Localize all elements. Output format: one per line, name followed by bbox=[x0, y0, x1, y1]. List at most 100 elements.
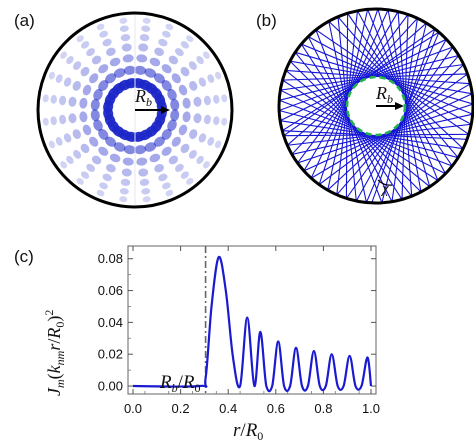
mode-lobe bbox=[142, 196, 151, 203]
mode-lobe bbox=[138, 168, 149, 177]
mode-lobe bbox=[122, 157, 134, 166]
mode-lobe bbox=[86, 163, 95, 172]
mode-lobe bbox=[203, 95, 211, 106]
mode-lobe bbox=[89, 136, 99, 147]
mode-lobe bbox=[42, 117, 49, 126]
mode-lobe bbox=[59, 95, 67, 106]
mode-lobe bbox=[175, 163, 184, 172]
mode-lobe bbox=[96, 23, 105, 31]
mode-lobe bbox=[119, 196, 128, 203]
billiard-boundary-a bbox=[36, 11, 234, 209]
mode-lobe bbox=[171, 73, 181, 84]
mode-lobe bbox=[120, 178, 131, 186]
mode-lobe bbox=[109, 153, 121, 163]
mode-lobe bbox=[180, 143, 190, 154]
mode-lobe bbox=[136, 157, 148, 166]
mode-lobe bbox=[193, 96, 202, 107]
mode-lobe bbox=[79, 97, 88, 109]
radius-label-a: Rb bbox=[134, 86, 152, 109]
mode-lobe bbox=[203, 114, 211, 125]
mode-lobe bbox=[198, 133, 207, 143]
mode-lobe bbox=[119, 188, 129, 195]
rb-marker-label: Rb/R0 bbox=[159, 372, 201, 395]
mode-lobe bbox=[73, 61, 82, 70]
mode-lobe bbox=[80, 66, 90, 77]
mode-lobe bbox=[90, 109, 100, 122]
mode-lobe bbox=[98, 146, 109, 156]
mode-lobe bbox=[98, 128, 109, 140]
mode-lobe bbox=[180, 171, 189, 179]
mode-lobe bbox=[119, 17, 128, 24]
mode-lobe bbox=[120, 34, 131, 42]
mode-lobe bbox=[66, 56, 74, 65]
mode-lobe bbox=[162, 30, 171, 38]
mode-lobe bbox=[167, 119, 177, 132]
x-tick-label: 0.2 bbox=[172, 401, 190, 416]
mode-lobe bbox=[161, 80, 172, 92]
axis-ticks bbox=[128, 246, 376, 394]
mode-lobe bbox=[158, 173, 168, 182]
mode-lobe bbox=[48, 71, 56, 80]
x-tick-label: 0.0 bbox=[124, 401, 142, 416]
arrowhead-b-icon bbox=[395, 102, 404, 110]
mode-lobe bbox=[50, 94, 57, 104]
mode-lobe bbox=[198, 77, 207, 87]
mode-lobe bbox=[99, 182, 108, 190]
radius-label-b: Rb bbox=[375, 83, 393, 106]
mode-lobe bbox=[121, 43, 132, 52]
mode-lobe bbox=[207, 74, 215, 83]
x-axis-label: r/R0 bbox=[233, 420, 263, 443]
mode-lobe bbox=[221, 94, 228, 103]
mode-lobe bbox=[161, 64, 172, 74]
mode-lobe bbox=[149, 57, 161, 67]
mode-lobe bbox=[68, 96, 77, 107]
mode-lobe bbox=[214, 140, 222, 149]
mode-lobe bbox=[72, 129, 81, 139]
mode-lobe bbox=[106, 47, 116, 56]
y-tick-label: 0.00 bbox=[98, 379, 123, 394]
mode-lobe bbox=[82, 124, 92, 136]
mode-lobe bbox=[153, 73, 165, 84]
mode-lobe bbox=[134, 65, 147, 75]
mode-lobe bbox=[188, 150, 197, 159]
mode-lobe bbox=[154, 164, 164, 173]
mode-lobe bbox=[42, 94, 49, 103]
panel-a: (a) Rb bbox=[14, 11, 234, 209]
mode-lobe bbox=[93, 88, 103, 101]
mode-lobe bbox=[186, 35, 194, 43]
angle-label: χ bbox=[380, 181, 389, 197]
mode-lobe bbox=[134, 145, 147, 155]
mode-lobe bbox=[72, 81, 81, 91]
mode-lobe bbox=[109, 57, 121, 67]
mode-lobe bbox=[213, 94, 220, 104]
mode-lobe bbox=[113, 68, 126, 78]
mode-lobe bbox=[142, 17, 151, 24]
mode-lobe bbox=[99, 30, 108, 38]
mode-lobe bbox=[121, 168, 132, 177]
mode-lobe bbox=[113, 142, 126, 152]
mode-lobe bbox=[202, 161, 210, 169]
mode-lobe bbox=[153, 136, 165, 147]
mode-lobe bbox=[141, 188, 151, 195]
x-tick-label: 0.6 bbox=[267, 401, 285, 416]
mode-lobe bbox=[91, 155, 102, 165]
mode-lobe bbox=[170, 109, 180, 122]
mode-lobe bbox=[55, 137, 63, 146]
panel-c: (c) 0.0 0.2 0.4 0.6 0.8 1.0 0.000.020.040.060… bbox=[14, 245, 380, 443]
plot-frame bbox=[127, 245, 377, 395]
mode-lobe bbox=[90, 98, 100, 111]
x-tick-label: 0.4 bbox=[219, 401, 237, 416]
mode-lobe bbox=[186, 177, 194, 185]
mode-lobe bbox=[86, 48, 95, 57]
mode-lobe bbox=[158, 38, 168, 47]
mode-lobe bbox=[139, 178, 150, 186]
mode-lobe bbox=[96, 189, 105, 197]
x-tick-labels: 0.0 0.2 0.4 0.6 0.8 1.0 bbox=[124, 401, 380, 416]
mode-lobe bbox=[50, 116, 57, 126]
billiard-boundary-b bbox=[277, 7, 474, 205]
mode-lobe bbox=[81, 41, 90, 49]
mode-lobe bbox=[73, 150, 82, 159]
mode-lobe bbox=[178, 84, 188, 96]
mode-lobe bbox=[55, 74, 63, 83]
